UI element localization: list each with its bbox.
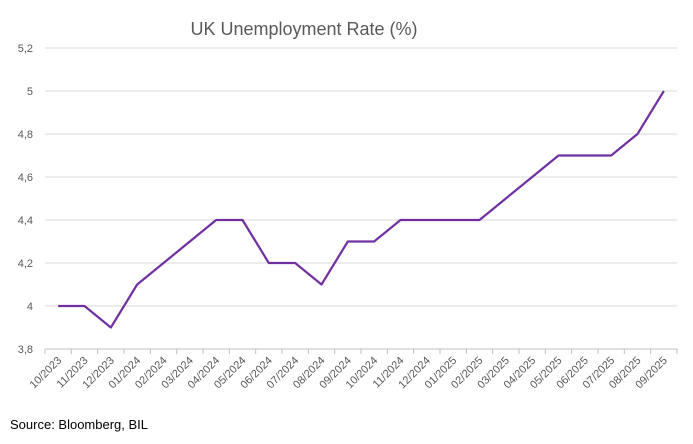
y-tick-label: 3,8 xyxy=(18,344,33,356)
source-note: Source: Bloomberg, BIL xyxy=(10,417,149,432)
y-tick-label: 4,2 xyxy=(18,258,33,270)
chart-title: UK Unemployment Rate (%) xyxy=(190,19,417,39)
series-line xyxy=(58,90,665,329)
y-tick-label: 4,4 xyxy=(18,215,33,227)
y-tick-label: 4,6 xyxy=(18,172,33,184)
y-tick-label: 5 xyxy=(27,86,33,98)
y-tick-label: 5,2 xyxy=(18,43,33,55)
y-tick-label: 4 xyxy=(27,301,33,313)
y-tick-label: 4,8 xyxy=(18,129,33,141)
